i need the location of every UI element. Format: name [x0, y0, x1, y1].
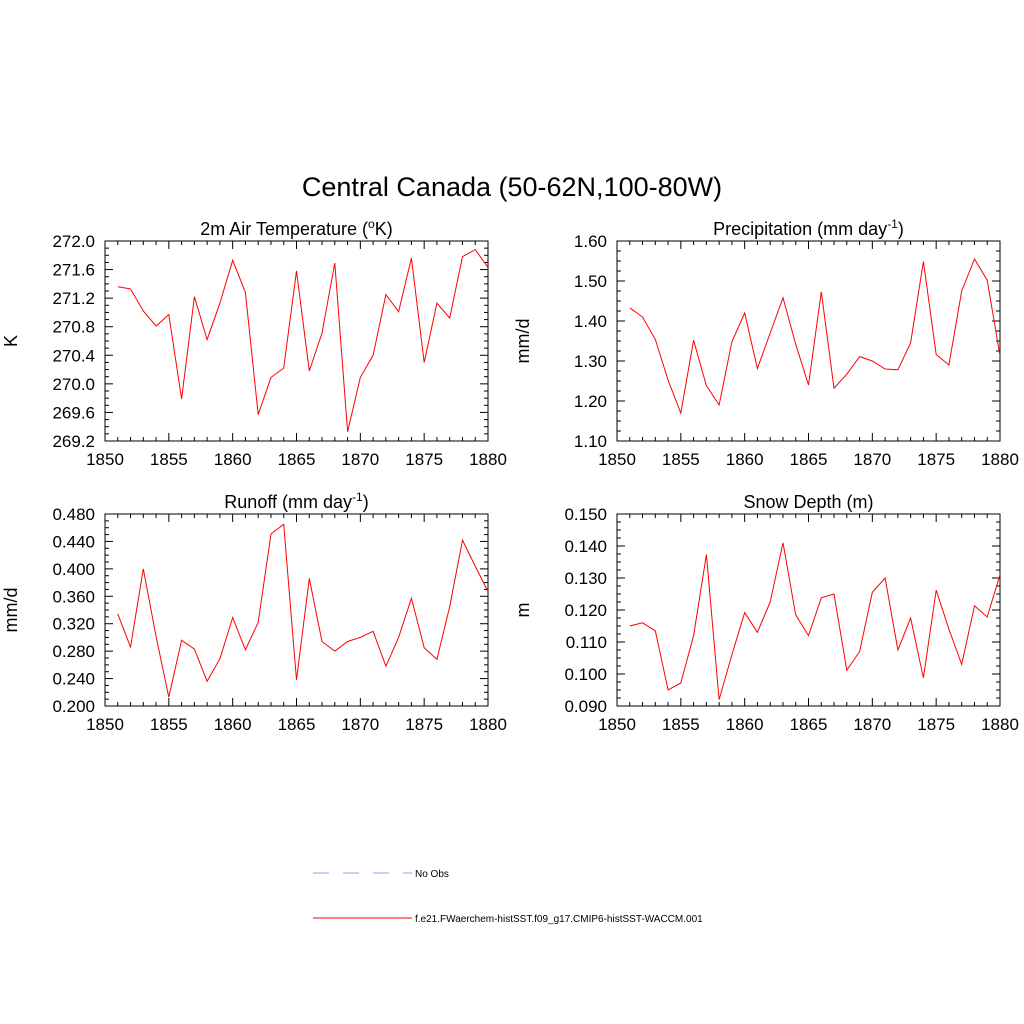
- y-tick-label: 0.400: [52, 560, 95, 579]
- chart-panel-3: 1850 1855 1860 1865 1870 1875 1880 0.090 0.100 0.…: [513, 492, 1019, 734]
- figure-title: Central Canada (50-62N,100-80W): [302, 172, 722, 202]
- x-tick-label: 1855: [662, 715, 700, 734]
- x-tick-label: 1870: [341, 715, 379, 734]
- y-tick-label: 1.40: [574, 312, 607, 331]
- legend: No Obs f.e21.FWaerchem-histSST.f09_g17.C…: [313, 869, 703, 925]
- x-tick-label: 1870: [853, 450, 891, 469]
- y-axis-label: K: [1, 335, 21, 347]
- plot-frame: [616, 240, 1001, 442]
- x-tick-label: 1880: [469, 715, 507, 734]
- y-tick-label: 270.8: [52, 318, 95, 337]
- x-tick-label: 1865: [278, 450, 316, 469]
- y-tick-label: 0.320: [52, 615, 95, 634]
- y-tick-label: 0.200: [52, 697, 95, 716]
- y-tick-label: 0.240: [52, 670, 95, 689]
- panel-title-suffix: ): [363, 492, 369, 512]
- x-tick-label: 1875: [405, 715, 443, 734]
- panel-title: Runoff (mm day-1): [224, 490, 368, 512]
- y-tick-label: 1.30: [574, 352, 607, 371]
- y-tick-label: 270.0: [52, 375, 95, 394]
- x-tick-label: 1850: [86, 715, 124, 734]
- x-tick-label: 1875: [405, 450, 443, 469]
- x-tick-label: 1855: [150, 715, 188, 734]
- y-tick-label: 1.60: [574, 232, 607, 251]
- series-line: [117, 248, 489, 432]
- x-tick-label: 1865: [790, 450, 828, 469]
- panel-title-suffix: K): [375, 219, 393, 239]
- y-tick-label: 269.6: [52, 403, 95, 422]
- y-axis-label: m: [513, 603, 533, 618]
- legend-label-model-run: f.e21.FWaerchem-histSST.f09_g17.CMIP6-hi…: [415, 914, 703, 925]
- x-tick-label: 1875: [917, 450, 955, 469]
- panel-title: Precipitation (mm day-1): [713, 217, 904, 239]
- x-tick-label: 1875: [917, 715, 955, 734]
- x-tick-label: 1860: [726, 450, 764, 469]
- panel-title: 2m Air Temperature (oK): [200, 217, 392, 239]
- x-tick-label: 1850: [86, 450, 124, 469]
- x-tick-label: 1880: [981, 715, 1019, 734]
- panel-title-superscript: -1: [887, 217, 898, 231]
- y-tick-label: 0.140: [564, 537, 607, 556]
- y-tick-label: 1.20: [574, 392, 607, 411]
- panel-title-superscript: -1: [352, 490, 363, 504]
- panel-title: Snow Depth (m): [743, 492, 873, 512]
- x-tick-label: 1870: [341, 450, 379, 469]
- chart-panel-1: 1850 1855 1860 1865 1870 1875 1880 1.10 1.20 1.30…: [513, 217, 1019, 469]
- series-line: [117, 523, 489, 698]
- y-tick-label: 271.2: [52, 289, 95, 308]
- y-tick-label: 0.440: [52, 532, 95, 551]
- panel-title-text: Runoff (mm day: [224, 492, 352, 512]
- chart-panels: 1850 1855 1860 1865 1870 1875 1880 269.2 269.6 27…: [1, 217, 1019, 734]
- y-tick-label: 269.2: [52, 432, 95, 451]
- x-tick-label: 1880: [981, 450, 1019, 469]
- x-tick-label: 1865: [790, 715, 828, 734]
- panel-title-text: Snow Depth (m): [743, 492, 873, 512]
- y-tick-label: 0.090: [564, 697, 607, 716]
- y-tick-label: 0.100: [564, 665, 607, 684]
- y-tick-label: 270.4: [52, 346, 95, 365]
- y-tick-label: 0.110: [566, 633, 607, 652]
- legend-label-no-obs: No Obs: [415, 869, 449, 880]
- x-tick-label: 1855: [150, 450, 188, 469]
- x-tick-label: 1850: [598, 715, 636, 734]
- y-axis-label: mm/d: [1, 588, 21, 633]
- y-tick-label: 271.6: [52, 261, 95, 280]
- panel-title-text: 2m Air Temperature (: [200, 219, 368, 239]
- panel-title-suffix: ): [898, 219, 904, 239]
- x-tick-label: 1855: [662, 450, 700, 469]
- y-tick-label: 0.120: [564, 601, 607, 620]
- x-tick-label: 1865: [278, 715, 316, 734]
- y-tick-label: 0.150: [564, 505, 607, 524]
- y-tick-label: 1.10: [574, 432, 607, 451]
- y-tick-label: 1.50: [574, 272, 607, 291]
- x-tick-label: 1850: [598, 450, 636, 469]
- x-tick-label: 1870: [853, 715, 891, 734]
- y-tick-label: 0.360: [52, 587, 95, 606]
- y-tick-label: 0.280: [52, 642, 95, 661]
- chart-panel-0: 1850 1855 1860 1865 1870 1875 1880 269.2 269.6 27…: [1, 217, 507, 469]
- x-tick-label: 1860: [214, 715, 252, 734]
- panel-title-superscript: o: [368, 217, 375, 231]
- series-line: [629, 542, 1001, 700]
- y-tick-label: 272.0: [52, 232, 95, 251]
- y-tick-label: 0.130: [564, 569, 607, 588]
- panel-title-text: Precipitation (mm day: [713, 219, 887, 239]
- x-tick-label: 1860: [214, 450, 252, 469]
- x-tick-label: 1860: [726, 715, 764, 734]
- y-axis-label: mm/d: [513, 319, 533, 364]
- y-tick-label: 0.480: [52, 505, 95, 524]
- x-tick-label: 1880: [469, 450, 507, 469]
- series-line: [629, 257, 1001, 415]
- chart-panel-2: 1850 1855 1860 1865 1870 1875 1880 0.200 0.240 0.…: [1, 490, 507, 734]
